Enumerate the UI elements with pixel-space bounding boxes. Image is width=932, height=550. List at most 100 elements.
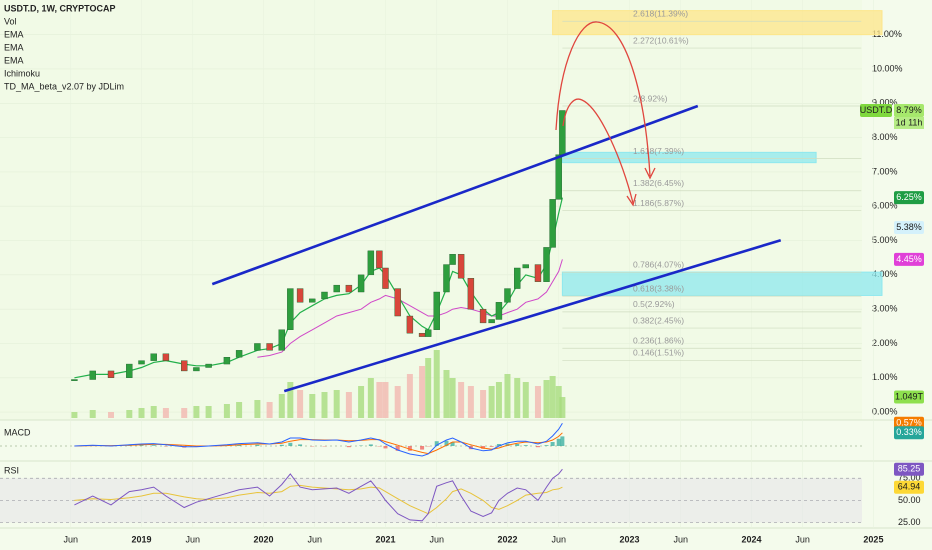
x-tick-label: Jun — [551, 534, 566, 544]
volume-bar — [543, 380, 550, 418]
fib-label: 0.382(2.45%) — [633, 315, 684, 325]
candle — [367, 250, 375, 276]
candle — [433, 291, 440, 330]
x-tick-label: 2025 — [863, 534, 883, 544]
macd-histogram — [523, 445, 528, 446]
macd-histogram — [496, 444, 501, 446]
macd-histogram — [395, 446, 400, 451]
candle — [71, 379, 78, 381]
price-badge-label: 1.049T — [895, 391, 924, 401]
candle — [424, 329, 432, 337]
x-tick-label: Jun — [795, 534, 810, 544]
volume-bar — [367, 378, 374, 418]
candle — [333, 284, 340, 293]
volume-bar — [223, 404, 230, 418]
rsi-line — [74, 468, 563, 522]
candle — [549, 199, 556, 248]
arrow-head — [626, 193, 637, 207]
zone — [552, 10, 883, 36]
volume-bar — [162, 408, 169, 418]
candle — [418, 332, 426, 337]
candle — [382, 267, 389, 289]
macd-histogram — [151, 445, 156, 446]
y-tick-label: 2.00% — [872, 338, 898, 348]
fib-label: 0.618(3.38%) — [633, 283, 684, 293]
y-tick-label: 7.00% — [872, 166, 898, 176]
volume-bar — [181, 408, 188, 418]
macd-histogram — [368, 444, 373, 446]
macd-histogram — [346, 446, 351, 448]
macd-histogram — [420, 446, 425, 450]
fib-label: 0.146(1.51%) — [633, 348, 684, 358]
y-tick-label: 8.00% — [872, 132, 898, 142]
fib-label: 0.786(4.07%) — [633, 260, 684, 270]
fib-label: 1.382(6.45%) — [633, 178, 684, 188]
macd-histogram — [450, 442, 455, 446]
price-badge-label: 0.57% — [896, 418, 922, 428]
candle — [138, 360, 145, 365]
indicator-label: Ichimoku — [4, 68, 40, 78]
volume-bar — [425, 358, 432, 418]
macd-histogram — [556, 438, 561, 446]
price-badge-label: 6.25% — [896, 192, 922, 202]
volume-bar — [534, 386, 541, 418]
y-tick-label: 5.00% — [872, 235, 898, 245]
x-tick-label: Jun — [307, 534, 322, 544]
macd-histogram — [550, 442, 555, 446]
price-badge-label: 85.25 — [898, 464, 921, 474]
macd-histogram — [444, 440, 449, 446]
volume-bar — [89, 410, 96, 418]
x-tick-label: Jun — [63, 534, 78, 544]
volume-bar — [205, 406, 212, 418]
volume-bar — [333, 390, 340, 418]
volume-bar — [138, 408, 145, 418]
volume-bar — [555, 386, 562, 418]
price-badge — [894, 426, 924, 440]
x-tick-label: 2020 — [253, 534, 273, 544]
indicator-label: TD_MA_beta_v2.07 by JDLim — [4, 81, 124, 91]
macd-histogram — [481, 446, 486, 449]
volume-bar — [467, 386, 474, 418]
y-tick-label: 75.00 — [898, 473, 921, 483]
candle — [321, 291, 328, 300]
candle — [107, 370, 115, 378]
x-tick-label: 2022 — [497, 534, 517, 544]
indicator-label: EMA — [4, 55, 24, 65]
x-tick-label: 2024 — [741, 534, 761, 544]
macd-histogram — [383, 446, 388, 449]
volume-bar — [376, 382, 383, 418]
price-badge-label: 0.33% — [896, 427, 922, 437]
indicator-label: Vol — [4, 16, 17, 26]
y-tick-label: 1.00% — [872, 372, 898, 382]
macd-histogram — [560, 436, 565, 446]
candle — [443, 264, 450, 293]
symbol-tag — [860, 103, 892, 117]
candle — [534, 264, 542, 282]
volume-bar — [559, 397, 566, 418]
candle — [514, 267, 521, 289]
ema-line — [257, 259, 563, 358]
countdown-label: 1d 11h — [896, 117, 923, 127]
volume-bar — [126, 410, 133, 418]
macd-histogram — [288, 442, 293, 446]
y-tick-label: 9.00% — [872, 98, 898, 108]
candle — [162, 353, 170, 361]
pane-title: RSI — [4, 465, 19, 475]
price-badge — [894, 480, 924, 494]
candle — [181, 360, 188, 372]
volume-bar — [394, 386, 401, 418]
volume-bar — [150, 406, 157, 418]
fib-label: 2.272(10.61%) — [633, 35, 689, 45]
pane-title: MACD — [4, 427, 31, 437]
volume-bar — [495, 382, 502, 418]
volume-bar — [321, 392, 328, 418]
macd-histogram — [298, 444, 303, 446]
fib-label: 2.618(11.39%) — [633, 9, 688, 19]
candle — [479, 308, 487, 324]
volume-bar — [406, 374, 413, 418]
volume-bar — [443, 370, 450, 418]
volume-bar — [433, 350, 440, 418]
y-tick-label: 6.00% — [872, 201, 898, 211]
candle — [467, 278, 475, 310]
